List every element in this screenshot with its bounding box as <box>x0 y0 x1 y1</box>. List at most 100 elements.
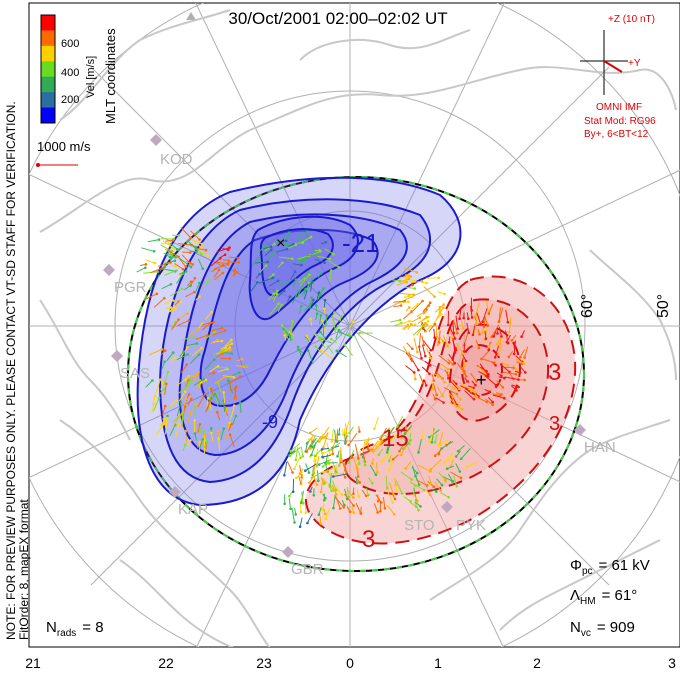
velocity-vector <box>484 330 487 339</box>
velocity-vector <box>143 271 158 274</box>
velocity-vector <box>277 290 285 297</box>
velocity-vector-origin <box>414 377 417 381</box>
coastlines <box>39 9 677 647</box>
velocity-vector <box>406 342 413 350</box>
velocity-vector-origin <box>217 268 221 272</box>
velocity-vector <box>266 253 275 261</box>
velocity-vector <box>305 254 317 257</box>
velocity-vector-origin <box>163 360 166 364</box>
velocity-vector-origin <box>433 295 436 299</box>
velocity-vector <box>399 292 414 296</box>
velocity-vector <box>332 480 337 491</box>
velocity-vector-origin <box>309 490 312 493</box>
velocity-vector-origin <box>180 287 184 291</box>
velocity-vector <box>320 479 324 493</box>
velocity-vector-origin <box>306 270 310 274</box>
radar-label-pyk: PYK <box>456 517 486 534</box>
velocity-vector-origin <box>190 397 193 401</box>
contour-label-pos-3a: 3 <box>548 359 561 386</box>
velocity-vector-origin <box>457 387 461 391</box>
velocity-vector <box>189 354 200 364</box>
velocity-vector-origin <box>424 384 428 387</box>
velocity-vector <box>319 315 322 325</box>
velocity-vector <box>210 257 221 267</box>
velocity-vector <box>251 258 260 266</box>
velocity-vector-origin <box>171 299 175 302</box>
velocity-vector-origin <box>327 345 330 348</box>
velocity-vector-origin <box>163 349 167 352</box>
velocity-vector <box>199 439 204 449</box>
velocity-vector <box>290 443 301 452</box>
velocity-vector-origin <box>184 397 188 401</box>
vector-scale-label: 1000 m/s <box>37 139 91 154</box>
velocity-vector-origin <box>424 310 427 313</box>
velocity-vector-origin <box>319 330 322 334</box>
hm-boundary-green <box>127 176 585 572</box>
velocity-vector-origin <box>289 507 292 511</box>
velocity-vector <box>136 267 146 273</box>
velocity-vector <box>197 424 201 433</box>
velocity-vector-origin <box>435 335 439 339</box>
radar-label-sas: SAS <box>120 365 150 382</box>
velocity-vector-origin <box>338 507 342 510</box>
velocity-vector-origin <box>213 330 217 334</box>
colorbar-segment <box>41 61 55 78</box>
velocity-vector-origin <box>517 385 520 389</box>
velocity-vector-origin <box>173 356 177 360</box>
velocity-vector-origin <box>293 270 297 274</box>
velocity-vector-origin <box>459 398 462 401</box>
velocity-vector-origin <box>206 254 210 258</box>
velocity-vector-origin <box>200 252 203 256</box>
velocity-vector-origin <box>224 366 228 370</box>
velocity-vector-origin <box>193 335 196 338</box>
velocity-vector <box>396 416 404 427</box>
velocity-vector-origin <box>320 448 324 451</box>
velocity-vector-origin <box>198 440 201 444</box>
velocity-vector-origin <box>213 392 217 396</box>
velocity-vector <box>403 438 410 449</box>
velocity-vector-origin <box>321 451 325 455</box>
velocity-vector <box>145 380 153 388</box>
velocity-vector <box>281 324 293 336</box>
velocity-vector-origin <box>462 316 466 320</box>
velocity-vector-origin <box>228 246 231 249</box>
contour-label-pos-15: 15 <box>382 425 409 452</box>
velocity-vector-origin <box>407 277 411 281</box>
velocity-vector <box>483 316 486 327</box>
velocity-vector-origin <box>442 306 445 309</box>
velocity-vector-origin <box>162 417 166 421</box>
velocity-vector-origin <box>222 391 225 394</box>
velocity-vector-origin <box>339 331 342 334</box>
velocity-vector-origin <box>189 439 192 442</box>
velocity-vector-origin <box>328 257 331 261</box>
velocity-vector <box>418 345 422 359</box>
velocity-vector-origin <box>417 508 420 512</box>
velocity-vector <box>421 366 430 375</box>
velocity-vector <box>292 279 297 289</box>
velocity-vector-origin <box>461 352 465 355</box>
velocity-vector <box>335 496 341 509</box>
velocity-vector-origin <box>291 243 295 246</box>
velocity-vector <box>164 269 177 276</box>
velocity-vector-origin <box>366 447 370 451</box>
velocity-vector <box>166 352 174 362</box>
velocity-vector <box>332 319 337 334</box>
velocity-vector <box>448 401 463 410</box>
velocity-vector-origin <box>153 394 157 398</box>
velocity-vector-origin <box>420 356 423 360</box>
velocity-vector-origin <box>429 467 433 471</box>
velocity-vector-origin <box>299 482 303 486</box>
velocity-vector-origin <box>446 374 450 377</box>
velocity-vector <box>295 231 308 239</box>
velocity-vector-origin <box>443 292 447 296</box>
velocity-vector <box>376 462 378 473</box>
velocity-vector-origin <box>376 471 379 474</box>
velocity-vector-origin <box>475 395 479 399</box>
velocity-vector-origin <box>523 356 526 359</box>
velocity-vector <box>491 324 500 337</box>
velocity-vector <box>484 375 497 386</box>
velocity-vector <box>164 421 168 435</box>
velocity-vector-origin <box>445 467 449 471</box>
velocity-vector <box>405 461 412 469</box>
velocity-vector <box>505 330 509 344</box>
